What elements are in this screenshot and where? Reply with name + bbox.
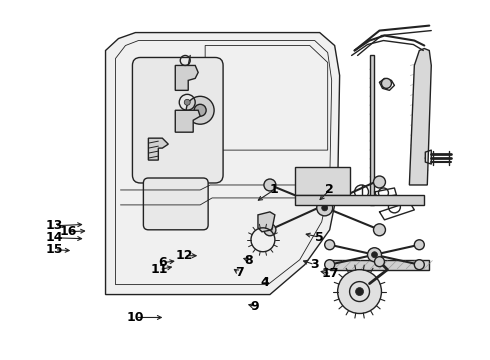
Text: 16: 16 [59, 225, 77, 238]
Circle shape [322, 205, 328, 211]
Bar [330, 260, 429, 270]
Text: 13: 13 [46, 219, 63, 232]
FancyBboxPatch shape [144, 178, 208, 230]
Circle shape [325, 260, 335, 270]
Circle shape [368, 248, 382, 262]
Circle shape [184, 99, 190, 105]
Circle shape [373, 224, 386, 236]
Polygon shape [148, 138, 168, 160]
Text: 1: 1 [270, 184, 278, 197]
Polygon shape [409, 49, 431, 185]
Circle shape [356, 288, 364, 296]
Circle shape [264, 224, 276, 236]
Circle shape [415, 240, 424, 250]
Circle shape [373, 176, 386, 188]
Text: 5: 5 [316, 231, 324, 244]
Text: 11: 11 [150, 263, 168, 276]
Text: 6: 6 [158, 256, 167, 269]
Text: 4: 4 [261, 276, 270, 289]
FancyBboxPatch shape [132, 58, 223, 183]
Polygon shape [105, 32, 340, 294]
Polygon shape [369, 55, 373, 205]
Polygon shape [175, 110, 200, 132]
Circle shape [382, 78, 392, 88]
Text: 2: 2 [325, 184, 334, 197]
Circle shape [194, 104, 206, 116]
Circle shape [371, 252, 377, 258]
Text: 7: 7 [235, 266, 244, 279]
Circle shape [186, 96, 214, 124]
Circle shape [415, 260, 424, 270]
Text: 3: 3 [311, 258, 319, 271]
Text: 15: 15 [46, 243, 64, 256]
Text: 17: 17 [322, 267, 340, 280]
Text: 14: 14 [46, 231, 64, 244]
Text: 8: 8 [245, 254, 253, 267]
Bar [295, 167, 349, 195]
Circle shape [374, 257, 385, 267]
Text: 9: 9 [251, 300, 259, 313]
Polygon shape [175, 66, 198, 90]
Polygon shape [258, 212, 275, 232]
Text: 10: 10 [127, 311, 144, 324]
Circle shape [338, 270, 382, 314]
Circle shape [317, 200, 333, 216]
Circle shape [264, 179, 276, 191]
Circle shape [325, 240, 335, 250]
Bar [295, 195, 424, 205]
Text: 12: 12 [175, 249, 193, 262]
